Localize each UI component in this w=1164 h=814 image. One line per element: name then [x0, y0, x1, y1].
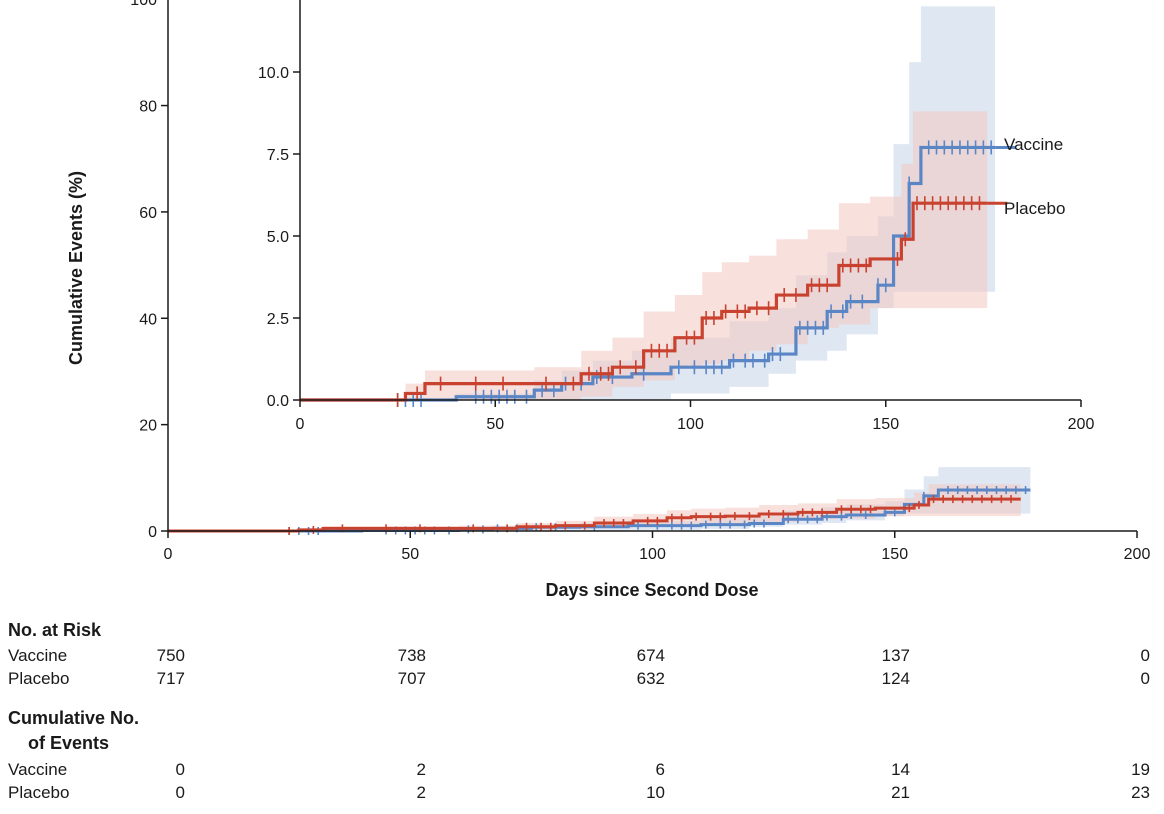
risk-table-title: No. at Risk: [8, 620, 102, 640]
inset-ci-band-placebo: [300, 111, 988, 401]
inset-y-tick-label: 0.0: [267, 393, 289, 410]
inset-y-tick-label: 5.0: [267, 229, 289, 246]
events-value: 23: [1131, 783, 1150, 802]
main-series-lines: [168, 486, 1031, 535]
events-row-label: Placebo: [8, 783, 69, 802]
risk-row-label: Placebo: [8, 669, 69, 688]
main-y-ticks: 0 20 40 60 80 100: [130, 0, 168, 541]
risk-value: 0: [1141, 646, 1150, 665]
risk-value: 717: [157, 669, 185, 688]
main-y-tick-label: 80: [139, 99, 157, 116]
events-values: 0 2 6 14 19 0 2 10 21 23: [176, 760, 1150, 802]
inset-x-ticks: 0 50 100 150 200: [296, 400, 1095, 433]
main-y-tick-label: 40: [139, 311, 157, 328]
events-table: Cumulative No. of Events Vaccine Placebo…: [8, 708, 1150, 802]
main-ci-bands: [168, 467, 1031, 531]
inset-plot: 0.0 2.5 5.0 7.5 10.0 0 50 100 150 200 Vaccine Pl…: [258, 0, 1095, 433]
events-value: 2: [417, 783, 426, 802]
main-y-tick-label: 20: [139, 418, 157, 435]
series-label-vaccine: Vaccine: [1004, 135, 1063, 154]
risk-table: No. at Risk Vaccine Placebo 750 738 674 137…: [8, 620, 1150, 688]
risk-value: 707: [398, 669, 426, 688]
inset-x-tick-label: 0: [296, 416, 305, 433]
inset-x-tick-label: 150: [872, 416, 899, 433]
risk-values: 750 738 674 137 0 717 707 632 124 0: [157, 646, 1150, 688]
main-x-ticks: 0 50 100 150 200: [164, 531, 1151, 563]
series-label-placebo: Placebo: [1004, 199, 1065, 218]
inset-y-tick-label: 2.5: [267, 311, 289, 328]
main-x-tick-label: 200: [1124, 546, 1151, 563]
events-table-title-2: of Events: [28, 733, 109, 753]
main-x-tick-label: 100: [639, 546, 666, 563]
main-y-tick-label: 100: [130, 0, 157, 9]
inset-series-lines: [300, 140, 1016, 407]
inset-y-ticks: 0.0 2.5 5.0 7.5 10.0: [258, 65, 300, 410]
risk-value: 0: [1141, 669, 1150, 688]
main-x-tick-label: 50: [401, 546, 419, 563]
risk-row-label: Vaccine: [8, 646, 67, 665]
main-y-tick-label: 60: [139, 205, 157, 222]
main-x-tick-label: 150: [881, 546, 908, 563]
risk-value: 674: [637, 646, 665, 665]
risk-value: 632: [637, 669, 665, 688]
risk-value: 750: [157, 646, 185, 665]
x-axis-title: Days since Second Dose: [545, 580, 758, 600]
y-axis-title: Cumulative Events (%): [66, 171, 86, 365]
main-line-placebo: [168, 497, 1021, 533]
main-y-tick-label: 0: [148, 524, 157, 541]
inset-x-tick-label: 50: [486, 416, 504, 433]
events-value: 0: [176, 783, 185, 802]
risk-value: 124: [882, 669, 910, 688]
inset-line-placebo: [300, 201, 988, 402]
events-value: 10: [646, 783, 665, 802]
main-plot: 0 20 40 60 80 100 0 50 100 150 200 Cumulative Eve…: [66, 0, 1150, 600]
inset-y-tick-label: 7.5: [267, 147, 289, 164]
inset-x-tick-label: 100: [677, 416, 704, 433]
events-table-title: Cumulative No.: [8, 708, 139, 728]
events-value: 14: [891, 760, 910, 779]
risk-value: 738: [398, 646, 426, 665]
events-value: 2: [417, 760, 426, 779]
events-value: 19: [1131, 760, 1150, 779]
events-row-label: Vaccine: [8, 760, 67, 779]
inset-ci-bands: [300, 6, 996, 401]
inset-y-tick-label: 10.0: [258, 65, 289, 82]
events-value: 6: [656, 760, 665, 779]
events-value: 0: [176, 760, 185, 779]
main-x-tick-label: 0: [164, 546, 173, 563]
inset-line-vaccine: [300, 145, 996, 402]
risk-value: 137: [882, 646, 910, 665]
inset-x-tick-label: 200: [1068, 416, 1095, 433]
events-value: 21: [891, 783, 910, 802]
